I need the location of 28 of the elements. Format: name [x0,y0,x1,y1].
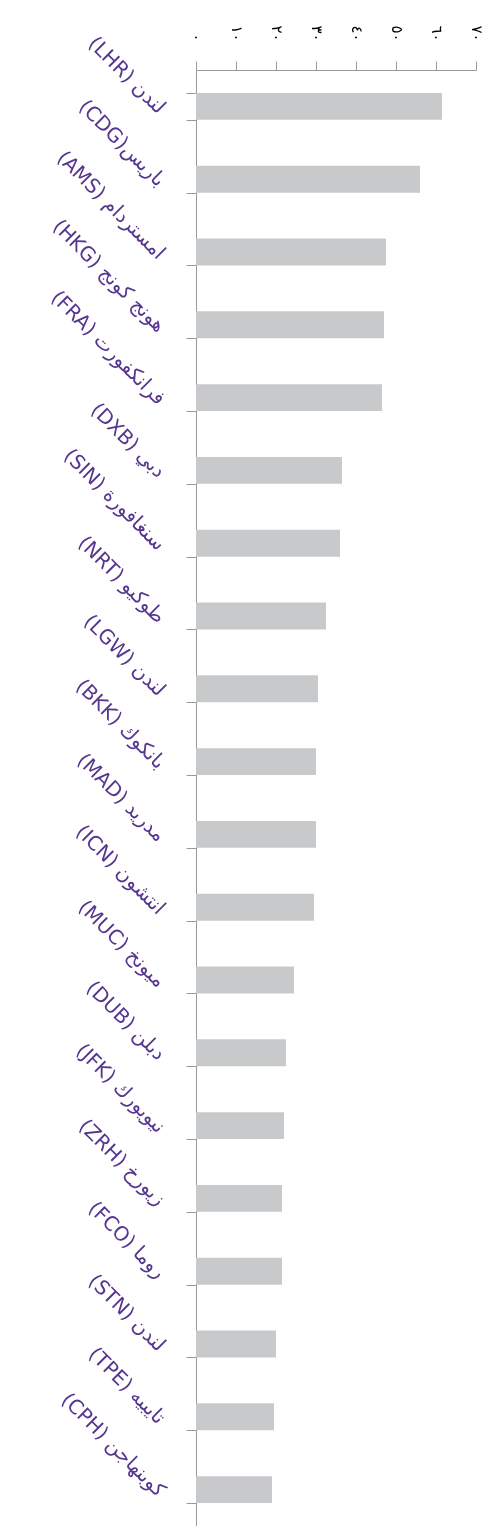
bar [196,1257,282,1285]
bar [196,1476,272,1504]
bar [196,675,318,703]
bar [196,165,420,193]
bar [196,1184,282,1212]
bar [196,384,382,412]
x-tick-label: ٠ [187,33,206,42]
bar [196,966,294,994]
x-tick-label: ٦٠ [427,25,446,42]
bar [196,602,326,630]
x-tick-label: ٤٠ [347,25,366,42]
x-tick-label: ٣٠ [307,25,326,42]
bar [196,311,384,339]
bar [196,529,340,557]
bar [196,238,386,266]
bar [196,748,316,776]
bar [196,893,314,921]
bar [196,1039,286,1067]
x-tick-label: ٧٠ [467,25,486,42]
bar [196,456,342,484]
bar [196,820,316,848]
bar [196,1112,284,1140]
x-tick-label: ١٠ [227,25,246,42]
x-tick-label: ٢٠ [267,25,286,42]
x-tick-label: ٥٠ [387,25,406,42]
bar [196,92,442,120]
bar [196,1403,274,1431]
bar [196,1330,276,1358]
